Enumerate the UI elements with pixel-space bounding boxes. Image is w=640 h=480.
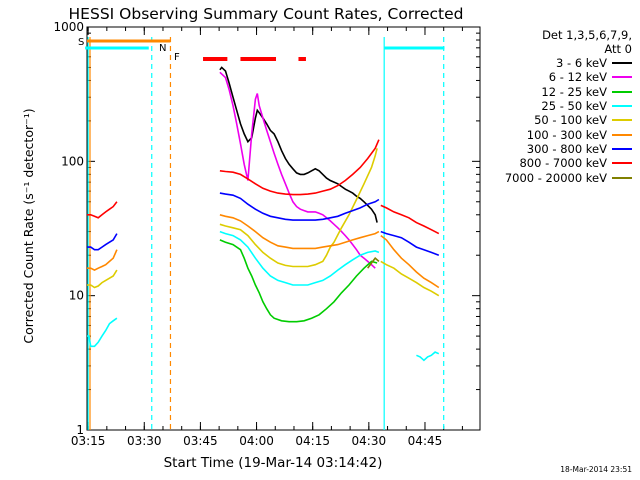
x-tick-label: 03:45: [183, 434, 218, 448]
legend-swatch: [612, 119, 632, 122]
legend-swatch: [612, 162, 632, 165]
legend-entries: 3 - 6 keV 6 - 12 keV 12 - 25 keV 25 - 50 ke…: [482, 56, 632, 185]
plot-frame: [86, 26, 481, 431]
series-line: [380, 204, 440, 235]
series-line: [219, 148, 378, 268]
legend-swatch: [612, 76, 632, 79]
series-line: [219, 230, 380, 286]
series-line: [219, 214, 380, 250]
legend-entry: 300 - 800 keV: [482, 142, 632, 156]
legend-entry-label: 100 - 300 keV: [526, 127, 607, 142]
series-line: [380, 234, 440, 289]
legend-entry: 3 - 6 keV: [482, 56, 632, 70]
series-line: [380, 260, 440, 297]
legend-entry: 50 - 100 keV: [482, 113, 632, 127]
x-axis-label: Start Time (19-Mar-14 03:14:42): [164, 455, 383, 471]
x-tick-label: 04:00: [239, 434, 274, 448]
legend-swatch: [612, 90, 632, 93]
legend-entry-label: 3 - 6 keV: [556, 56, 607, 71]
legend-header-line-1: Det 1,3,5,6,7,9,: [542, 28, 632, 42]
legend-entry: 7000 - 20000 keV: [482, 170, 632, 185]
series-line: [219, 192, 380, 221]
legend-entry: 6 - 12 keV: [482, 70, 632, 84]
series-line: [87, 233, 118, 251]
night-label: N: [159, 43, 166, 54]
attenuator-label: S: [78, 37, 84, 48]
legend-entry-label: 50 - 100 keV: [534, 113, 607, 128]
series-line: [367, 257, 380, 269]
series-line: [380, 230, 440, 256]
legend-swatch: [612, 62, 632, 65]
x-tick-label: 04:30: [352, 434, 387, 448]
legend-entry: 100 - 300 keV: [482, 127, 632, 142]
series-line: [416, 351, 440, 362]
legend-swatch: [612, 105, 632, 108]
series-line: [219, 239, 378, 323]
y-axis-label: Corrected Count Rate (s⁻¹ detector⁻¹): [21, 108, 36, 343]
legend-entry-label: 25 - 50 keV: [541, 99, 607, 114]
footer-timestamp: 18-Mar-2014 23:51: [560, 465, 632, 474]
series-line: [87, 317, 118, 348]
x-tick-label: 04:45: [408, 434, 443, 448]
legend-entry-label: 12 - 25 keV: [541, 84, 607, 99]
x-tick-label: 03:30: [127, 434, 162, 448]
series-line: [87, 269, 118, 289]
x-tick-label: 03:15: [71, 434, 106, 448]
legend-swatch: [612, 133, 632, 136]
legend-header-line-2: Att 0: [604, 42, 632, 56]
legend: Det 1,3,5,6,7,9, Att 0 3 - 6 keV 6 - 12 k…: [482, 28, 632, 185]
legend-entry-label: 7000 - 20000 keV: [504, 170, 607, 185]
chart-title: HESSI Observing Summary Count Rates, Cor…: [69, 5, 464, 23]
flare-label: F: [174, 52, 180, 63]
legend-entry: 800 - 7000 keV: [482, 156, 632, 170]
legend-swatch: [612, 147, 632, 150]
y-tick-label: 100: [61, 154, 84, 168]
legend-entry-label: 6 - 12 keV: [548, 70, 607, 85]
legend-swatch: [612, 176, 632, 179]
legend-entry: 25 - 50 keV: [482, 99, 632, 113]
series-line: [219, 66, 378, 223]
series-line: [87, 249, 118, 271]
y-tick-label: 10: [69, 289, 84, 303]
legend-entry-label: 800 - 7000 keV: [519, 156, 607, 171]
y-tick-label: 1000: [53, 20, 84, 34]
x-tick-label: 04:15: [295, 434, 330, 448]
plot-area: 1 10 100 1000 03:15 03:30 03:45 04:00 04:15 04:30…: [53, 20, 481, 448]
y-tick-label: 1: [76, 423, 84, 437]
legend-entry-label: 300 - 800 keV: [526, 141, 607, 156]
series-line: [87, 201, 118, 219]
series-line: [219, 71, 376, 269]
series-line: [219, 139, 380, 196]
legend-entry: 12 - 25 keV: [482, 85, 632, 99]
